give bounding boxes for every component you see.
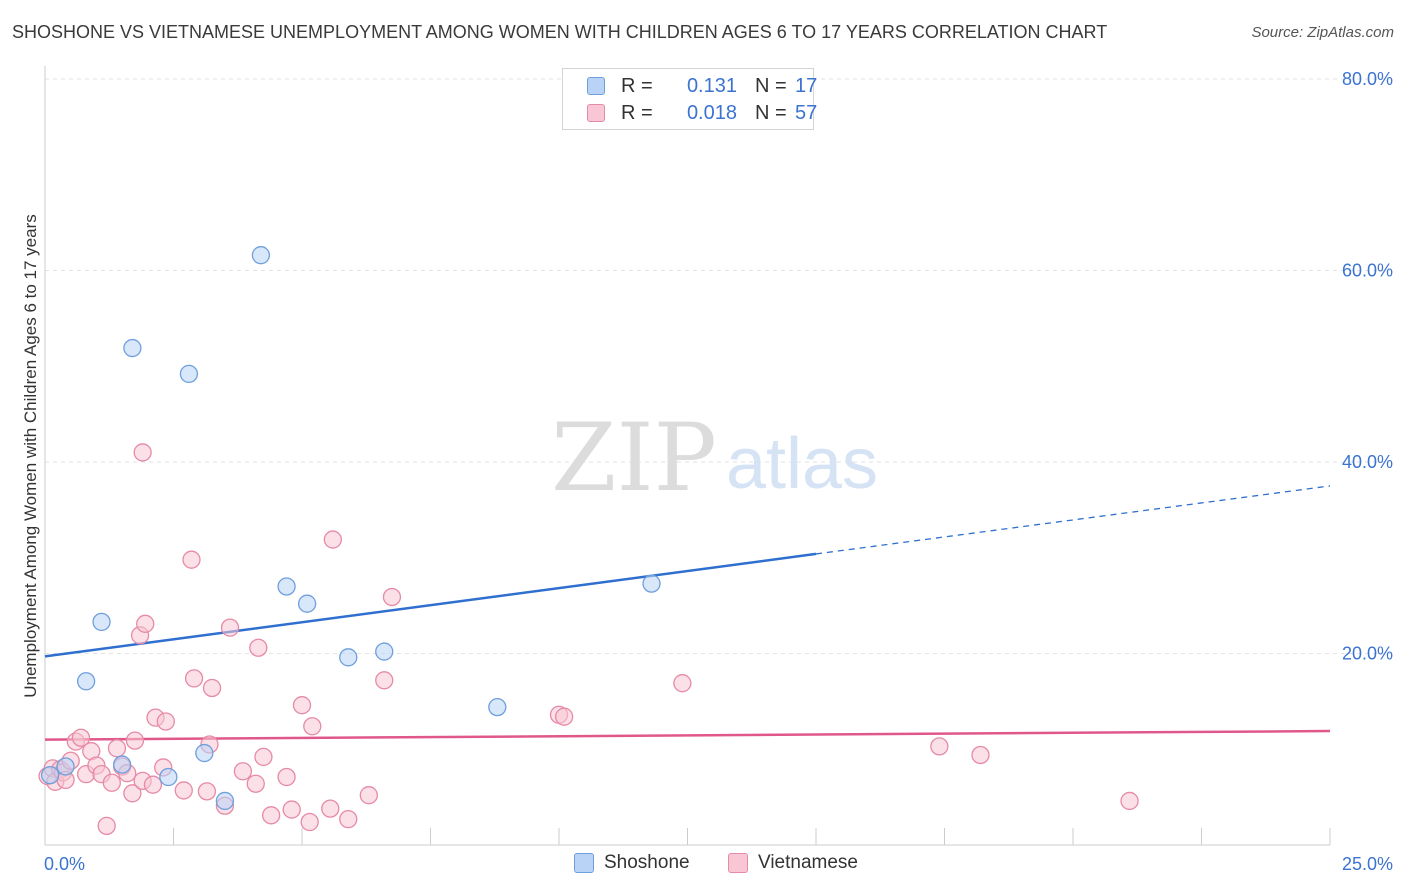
source-label: Source: ZipAtlas.com bbox=[1251, 24, 1394, 41]
vietnamese-point bbox=[156, 712, 175, 731]
vietnamese-point bbox=[375, 671, 394, 690]
y-axis-label: Unemployment Among Women with Children A… bbox=[21, 214, 40, 698]
vietnamese-point bbox=[123, 784, 142, 803]
vietnamese-point bbox=[359, 786, 378, 805]
y-tick-label: 80.0% bbox=[1342, 69, 1393, 89]
vietnamese-point bbox=[554, 707, 574, 726]
legend-n-value: 57 bbox=[795, 102, 818, 124]
vietnamese-point bbox=[321, 799, 340, 818]
shoshone-point bbox=[375, 642, 394, 661]
vietnamese-point bbox=[339, 809, 358, 829]
legend-n-label: N = bbox=[755, 102, 787, 124]
vietnamese-point bbox=[303, 717, 322, 736]
x-tick-label: 25.0% bbox=[1342, 854, 1393, 874]
legend-swatch-shoshone bbox=[587, 77, 605, 95]
trend-lines bbox=[44, 485, 1331, 741]
vietnamese-point bbox=[197, 782, 217, 801]
vietnamese-point bbox=[673, 674, 692, 693]
shoshone-point bbox=[215, 791, 235, 811]
grid-lines bbox=[45, 78, 1390, 654]
vietnamese-trend-line bbox=[44, 729, 1331, 741]
shoshone-point bbox=[339, 648, 358, 667]
vietnamese-point bbox=[133, 443, 152, 462]
axes bbox=[44, 66, 1331, 846]
shoshone-point bbox=[195, 743, 214, 763]
y-tick-label: 40.0% bbox=[1342, 452, 1393, 472]
vietnamese-point bbox=[292, 696, 312, 715]
vietnamese-point bbox=[277, 767, 296, 787]
vietnamese-point bbox=[182, 550, 201, 569]
shoshone-point bbox=[92, 612, 111, 632]
vietnamese-point bbox=[246, 774, 265, 793]
vietnamese-point bbox=[300, 812, 319, 832]
legend-n-label: N = bbox=[755, 75, 787, 97]
x-tick-label: 0.0% bbox=[44, 854, 85, 874]
vietnamese-point bbox=[262, 806, 281, 825]
shoshone-point bbox=[76, 672, 96, 691]
shoshone-point bbox=[297, 594, 317, 613]
watermark-zip: ZIP bbox=[551, 404, 717, 513]
legend-swatch-vietnamese bbox=[587, 104, 605, 122]
shoshone-trend-line bbox=[44, 552, 817, 658]
vietnamese-point bbox=[184, 669, 204, 688]
tick-labels: 20.0% 40.0% 60.0% 80.0% 0.0% 25.0% bbox=[44, 69, 1393, 874]
vietnamese-point bbox=[107, 739, 127, 758]
legend-r-value: 0.018 bbox=[686, 102, 737, 124]
shoshone-point bbox=[159, 767, 178, 787]
vietnamese-point bbox=[136, 614, 155, 633]
vietnamese-point bbox=[202, 678, 222, 698]
bottom-legend-swatch-vietnamese bbox=[728, 853, 748, 873]
shoshone-point bbox=[251, 246, 271, 265]
vietnamese-point bbox=[282, 800, 301, 819]
shoshone-point bbox=[179, 364, 199, 384]
vietnamese-point bbox=[125, 731, 145, 750]
y-tick-label: 20.0% bbox=[1342, 644, 1393, 664]
vietnamese-point bbox=[930, 737, 949, 756]
legend-r-value: 0.131 bbox=[686, 75, 737, 97]
shoshone-point bbox=[277, 577, 296, 596]
y-tick-label: 60.0% bbox=[1342, 261, 1393, 281]
chart-title: SHOSHONE VS VIETNAMESE UNEMPLOYMENT AMON… bbox=[12, 22, 1108, 42]
legend-n-value: 17 bbox=[795, 75, 818, 97]
shoshone-point bbox=[40, 765, 60, 785]
vietnamese-point bbox=[102, 773, 121, 792]
watermark-atlas: atlas bbox=[726, 424, 878, 504]
vietnamese-point bbox=[382, 587, 402, 607]
vietnamese-point bbox=[233, 762, 253, 781]
shoshone-point bbox=[123, 338, 142, 358]
legend-r-label: R = bbox=[621, 102, 653, 124]
vietnamese-point bbox=[97, 816, 116, 835]
vietnamese-point bbox=[220, 618, 240, 637]
vietnamese-point bbox=[174, 781, 193, 800]
vietnamese-point bbox=[71, 728, 91, 747]
data-points bbox=[38, 246, 1139, 835]
shoshone-point bbox=[642, 574, 661, 593]
vietnamese-point bbox=[254, 747, 273, 767]
legend-r-label: R = bbox=[621, 75, 653, 97]
bottom-legend-label: Vietnamese bbox=[758, 852, 858, 873]
bottom-legend-label: Shoshone bbox=[604, 852, 690, 873]
vietnamese-point bbox=[143, 775, 163, 794]
vietnamese-point bbox=[249, 638, 268, 657]
shoshone-point bbox=[56, 757, 75, 776]
bottom-legend-swatch-shoshone bbox=[574, 853, 594, 873]
vietnamese-point bbox=[323, 530, 342, 549]
vietnamese-point bbox=[1120, 791, 1139, 811]
shoshone-point bbox=[112, 755, 132, 774]
shoshone-trend-extension bbox=[815, 485, 1331, 555]
shoshone-point bbox=[488, 697, 507, 717]
legend-box: R = 0.131 N = 17 R = 0.018 N = 57 bbox=[562, 68, 818, 130]
vietnamese-point bbox=[971, 745, 990, 765]
